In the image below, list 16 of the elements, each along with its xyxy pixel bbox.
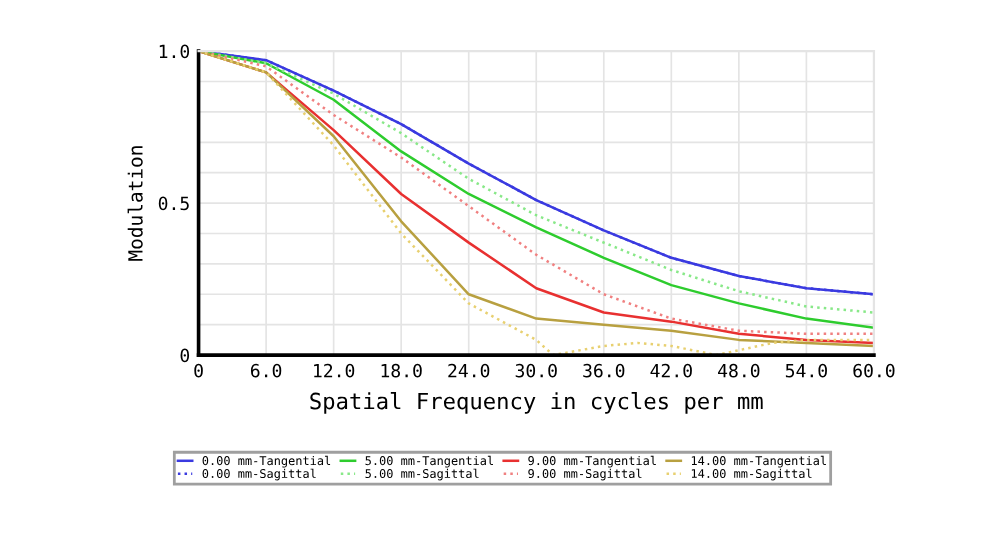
y-tick-label: 1.0	[159, 44, 190, 59]
x-tick-label: 36.0	[583, 363, 625, 378]
x-tick-label: 0	[194, 363, 203, 378]
y-tick-label: 0.5	[158, 196, 189, 211]
x-tick-label: 18.0	[381, 363, 422, 378]
x-tick-label: 42.0	[650, 363, 692, 378]
x-tick-label: 12.0	[314, 363, 355, 378]
x-tick-label: 30.0	[515, 363, 557, 378]
x-tick-label: 48.0	[718, 363, 760, 378]
x-tick-label: 24.0	[448, 363, 490, 378]
x-axis-title: Spatial Frequency in cycles per mm	[310, 392, 763, 414]
y-tick-label: 0	[180, 348, 190, 363]
x-tick-label: 54.0	[785, 363, 827, 378]
x-tick-label: 60.0	[853, 363, 895, 378]
y-axis-title: Modulation	[127, 146, 143, 261]
x-tick-label: 6.0	[250, 363, 282, 378]
